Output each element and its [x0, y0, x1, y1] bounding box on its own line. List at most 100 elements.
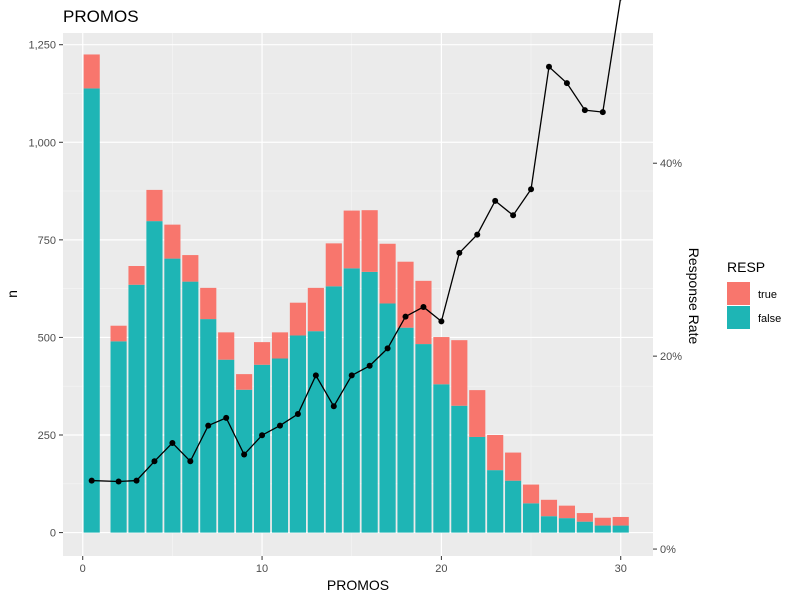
response-rate-point [295, 411, 301, 417]
bar-false [182, 282, 198, 533]
response-rate-point [582, 107, 588, 113]
bar-true [344, 211, 360, 269]
bar-false [397, 328, 413, 533]
bar-true [308, 288, 324, 331]
response-rate-point [403, 314, 409, 320]
x-tick-label: 30 [615, 563, 627, 575]
response-rate-point [241, 452, 247, 458]
bar-false [111, 341, 127, 532]
legend-key-true [727, 282, 750, 305]
bar-false [505, 481, 521, 533]
bar-true [559, 506, 575, 518]
response-rate-point [151, 458, 157, 464]
bar-true [362, 210, 378, 272]
bar-true [505, 453, 521, 481]
y2-axis-label: Response Rate [686, 248, 702, 345]
response-rate-point [187, 458, 193, 464]
x-tick-label: 0 [80, 563, 86, 575]
y-axis-label: n [4, 290, 20, 298]
chart-title: PROMOS [63, 7, 139, 26]
response-rate-point [259, 432, 265, 438]
bar-false [433, 384, 449, 532]
response-rate-point [492, 198, 498, 204]
bar-true [164, 225, 180, 259]
response-rate-point [116, 479, 122, 485]
bar-true [451, 340, 467, 406]
response-rate-point [89, 478, 95, 484]
bar-false [577, 522, 593, 533]
bar-false [613, 526, 629, 533]
bar-false [272, 359, 288, 533]
bar-true [326, 243, 342, 286]
y-tick-label: 250 [38, 430, 56, 442]
response-rate-point [474, 232, 480, 238]
bar-true [595, 518, 611, 526]
legend-label-false: false [758, 313, 781, 325]
bar-true [541, 500, 557, 516]
bar-true [254, 342, 270, 365]
bar-true [84, 54, 100, 88]
y2-tick-label: 40% [660, 158, 682, 170]
response-rate-point [313, 372, 319, 378]
bar-true [487, 435, 503, 470]
response-rate-point [134, 478, 140, 484]
bar-true [236, 374, 252, 390]
bar-true [272, 332, 288, 358]
y-tick-label: 1,250 [28, 40, 56, 52]
bar-true [523, 485, 539, 504]
bar-true [469, 390, 485, 437]
y-tick-label: 1,000 [28, 137, 56, 149]
bar-false [236, 390, 252, 533]
response-rate-point [331, 403, 337, 409]
bar-false [326, 286, 342, 532]
legend-title: RESP [727, 259, 765, 275]
response-rate-point [223, 415, 229, 421]
bar-true [218, 332, 234, 359]
legend-key-false [727, 306, 750, 329]
bar-false [164, 259, 180, 533]
y2-tick-label: 0% [660, 544, 676, 556]
bar-false [308, 331, 324, 532]
bar-false [541, 516, 557, 532]
bar-true [613, 517, 629, 526]
bar-true [146, 190, 162, 221]
bar-false [559, 518, 575, 532]
y-tick-label: 500 [38, 332, 56, 344]
response-rate-point [420, 304, 426, 310]
y-tick-label: 750 [38, 235, 56, 247]
response-rate-point [367, 363, 373, 369]
bar-false [523, 503, 539, 532]
bar-false [362, 272, 378, 533]
bar-true [128, 266, 144, 285]
bar-true [182, 255, 198, 282]
response-rate-point [205, 423, 211, 429]
bar-false [344, 268, 360, 532]
bar-false [469, 437, 485, 533]
bar-true [111, 326, 127, 342]
bar-false [415, 344, 431, 533]
response-rate-point [456, 250, 462, 256]
x-tick-label: 20 [435, 563, 447, 575]
response-rate-point [510, 212, 516, 218]
bar-false [487, 470, 503, 532]
bar-false [146, 221, 162, 532]
bar-true [290, 303, 306, 336]
bar-false [218, 360, 234, 533]
response-rate-point [169, 440, 175, 446]
y-tick-label: 0 [50, 528, 56, 540]
response-rate-point [564, 80, 570, 86]
response-rate-point [385, 345, 391, 351]
response-rate-point [349, 372, 355, 378]
bar-false [451, 406, 467, 533]
y2-tick-label: 20% [660, 351, 682, 363]
response-rate-point [546, 64, 552, 70]
bar-false [290, 335, 306, 532]
bar-true [380, 244, 396, 304]
bar-true [415, 281, 431, 344]
x-axis-label: PROMOS [327, 577, 389, 593]
response-rate-point [600, 109, 606, 115]
bar-false [84, 88, 100, 532]
